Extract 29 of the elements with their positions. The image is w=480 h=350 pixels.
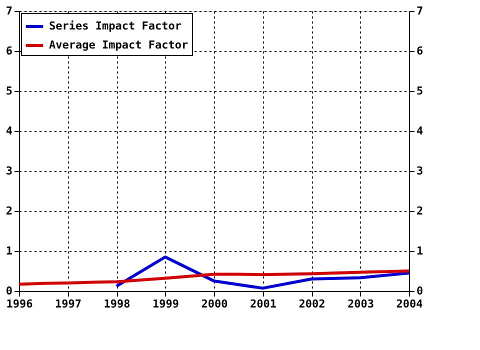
y2-tick-label: 4 xyxy=(416,124,424,138)
y2-tick-label: 3 xyxy=(416,164,424,178)
y-tick-label: 1 xyxy=(6,244,13,258)
y-tick-label: 4 xyxy=(6,124,13,138)
y-tick-label: 6 xyxy=(6,44,13,58)
x-tick-label: 2001 xyxy=(250,298,277,310)
x-tick-label: 1999 xyxy=(152,298,179,310)
y2-tick-label: 2 xyxy=(416,204,424,218)
y2-tick-label: 5 xyxy=(416,84,424,98)
y-tick-label: 0 xyxy=(6,284,12,298)
y-tick-label: 7 xyxy=(6,4,12,18)
x-tick-label: 1997 xyxy=(55,298,82,310)
y-tick-label: 3 xyxy=(6,164,12,178)
x-tick-label: 2004 xyxy=(396,298,424,310)
y2-tick-label: 0 xyxy=(416,284,424,298)
y2-tick-label: 7 xyxy=(416,4,424,18)
x-tick-label: 2003 xyxy=(348,298,374,310)
y2-tick-label: 6 xyxy=(416,44,424,58)
x-tick-label: 2000 xyxy=(201,298,228,310)
x-tick-label: 1996 xyxy=(6,298,34,310)
y-tick-label: 2 xyxy=(6,204,12,218)
legend-label: Average Impact Factor xyxy=(49,38,188,52)
line-series xyxy=(18,270,410,286)
legend-label: Series Impact Factor xyxy=(49,20,182,32)
x-tick-label: 2002 xyxy=(298,298,326,310)
y-tick-label: 5 xyxy=(6,84,12,98)
y2-tick-label: 1 xyxy=(416,244,424,258)
line-series xyxy=(115,256,410,290)
x-tick-label: 1998 xyxy=(104,298,130,310)
